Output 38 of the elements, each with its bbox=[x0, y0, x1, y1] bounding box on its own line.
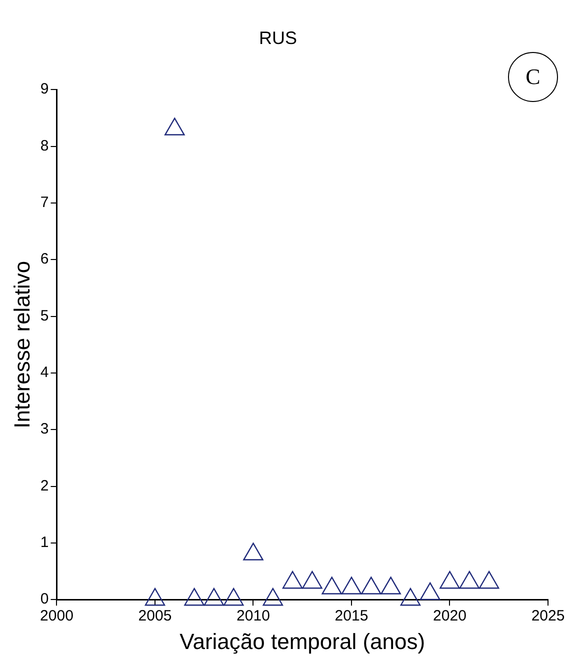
x-tick-label: 2010 bbox=[236, 608, 270, 625]
point bbox=[459, 571, 480, 589]
y-tick-label: 8 bbox=[40, 137, 49, 154]
y-tick-label: 6 bbox=[40, 250, 49, 268]
point bbox=[400, 588, 421, 606]
x-tick-label: 2025 bbox=[531, 608, 565, 625]
point bbox=[223, 588, 244, 606]
y-tick-label: 2 bbox=[40, 477, 49, 494]
circled-letter: C bbox=[508, 52, 558, 102]
x-tick-label: 2005 bbox=[138, 608, 172, 625]
point bbox=[184, 588, 204, 606]
point bbox=[440, 571, 460, 589]
x-tick-label: 2000 bbox=[40, 608, 74, 625]
x-tick-label: 2020 bbox=[433, 608, 466, 625]
y-tick-label: 3 bbox=[40, 420, 49, 438]
point bbox=[302, 571, 322, 589]
point bbox=[204, 588, 224, 606]
y-tick-label: 4 bbox=[40, 364, 49, 382]
y-tick-label: 1 bbox=[40, 534, 49, 552]
y-tick-label: 5 bbox=[40, 307, 49, 324]
x-tick-label: 2015 bbox=[334, 608, 368, 625]
point bbox=[341, 576, 362, 594]
y-axis-title: Interesse relativo bbox=[9, 260, 34, 428]
y-tick-label: 7 bbox=[40, 194, 49, 212]
y-tick-label: 0 bbox=[40, 590, 49, 608]
y-tick-label: 9 bbox=[40, 80, 49, 98]
point bbox=[380, 576, 401, 594]
point bbox=[144, 588, 166, 606]
point bbox=[478, 571, 500, 589]
point bbox=[243, 542, 264, 560]
chart-title: RUS bbox=[258, 28, 298, 48]
point bbox=[361, 576, 382, 594]
x-axis-title: Variação temporal (anos) bbox=[180, 628, 426, 654]
point bbox=[164, 118, 185, 136]
point bbox=[282, 571, 303, 589]
point bbox=[420, 582, 440, 600]
point bbox=[262, 588, 284, 606]
point bbox=[322, 576, 342, 594]
